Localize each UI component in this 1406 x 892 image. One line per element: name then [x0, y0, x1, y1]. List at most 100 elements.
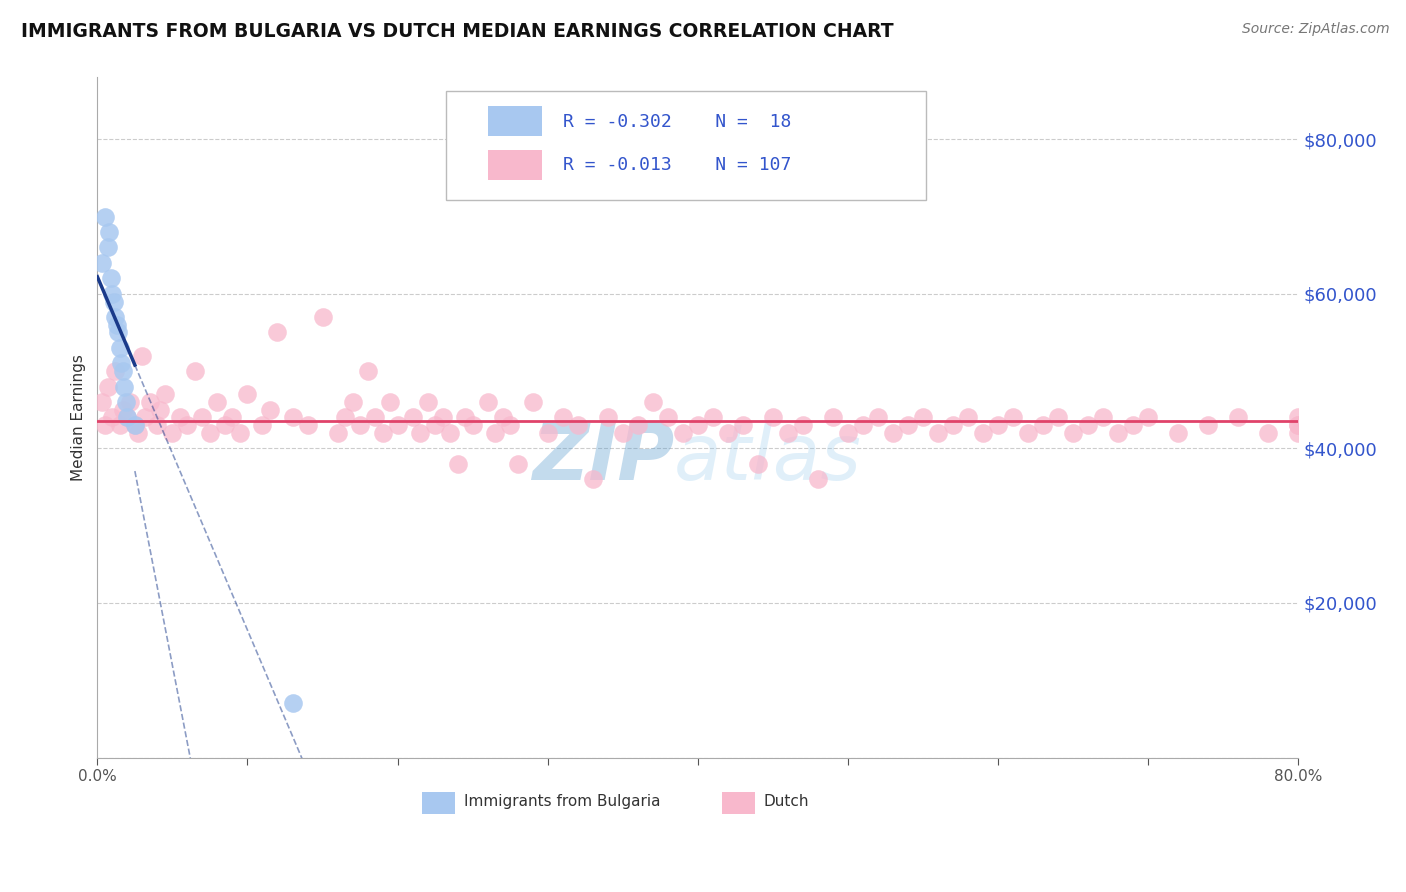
Point	[100, 271, 122, 285]
Point	[792, 418, 814, 433]
Point	[807, 472, 830, 486]
Point	[987, 418, 1010, 433]
Point	[911, 410, 934, 425]
Text: ZIP: ZIP	[531, 420, 673, 496]
Text: atlas: atlas	[673, 420, 862, 496]
Point	[1286, 418, 1309, 433]
Point	[259, 402, 281, 417]
Point	[146, 418, 169, 433]
Point	[236, 387, 259, 401]
Point	[229, 425, 252, 440]
Point	[972, 425, 994, 440]
Point	[567, 418, 589, 433]
Point	[762, 410, 785, 425]
Point	[837, 425, 859, 440]
FancyBboxPatch shape	[488, 150, 541, 180]
Point	[641, 395, 664, 409]
Point	[124, 418, 146, 433]
Point	[131, 349, 153, 363]
Point	[98, 225, 121, 239]
Point	[266, 326, 288, 340]
Point	[356, 364, 378, 378]
Point	[387, 418, 409, 433]
Point	[1062, 425, 1084, 440]
Point	[281, 697, 304, 711]
Point	[90, 256, 112, 270]
Point	[461, 418, 484, 433]
Point	[537, 425, 560, 440]
FancyBboxPatch shape	[422, 792, 456, 814]
Point	[747, 457, 769, 471]
Point	[104, 364, 127, 378]
Point	[1227, 410, 1250, 425]
Point	[111, 364, 134, 378]
Text: Dutch: Dutch	[763, 794, 810, 809]
Point	[416, 395, 439, 409]
Point	[446, 457, 468, 471]
Point	[423, 418, 446, 433]
Point	[1002, 410, 1025, 425]
Point	[105, 318, 128, 332]
Text: R = -0.013    N = 107: R = -0.013 N = 107	[564, 156, 792, 174]
Point	[115, 395, 138, 409]
Point	[1107, 425, 1129, 440]
Point	[184, 364, 207, 378]
Point	[111, 402, 134, 417]
Point	[371, 425, 394, 440]
Point	[117, 410, 139, 425]
Point	[882, 425, 904, 440]
Point	[108, 341, 131, 355]
Point	[127, 425, 149, 440]
Point	[484, 425, 506, 440]
Point	[657, 410, 679, 425]
Point	[454, 410, 477, 425]
Text: R = -0.302    N =  18: R = -0.302 N = 18	[564, 112, 792, 130]
Point	[702, 410, 724, 425]
Point	[596, 410, 619, 425]
Text: IMMIGRANTS FROM BULGARIA VS DUTCH MEDIAN EARNINGS CORRELATION CHART: IMMIGRANTS FROM BULGARIA VS DUTCH MEDIAN…	[21, 22, 894, 41]
Point	[686, 418, 709, 433]
Point	[120, 395, 142, 409]
Point	[612, 425, 634, 440]
Point	[432, 410, 454, 425]
Point	[198, 425, 221, 440]
Point	[551, 410, 574, 425]
Point	[1286, 410, 1309, 425]
Point	[176, 418, 198, 433]
Point	[364, 410, 387, 425]
Point	[866, 410, 889, 425]
Point	[1286, 418, 1309, 433]
Point	[110, 356, 132, 370]
Point	[112, 379, 135, 393]
Point	[409, 425, 432, 440]
Point	[1092, 410, 1115, 425]
Y-axis label: Median Earnings: Median Earnings	[72, 354, 86, 481]
Point	[1047, 410, 1070, 425]
Point	[1257, 425, 1279, 440]
Point	[101, 286, 124, 301]
Point	[139, 395, 162, 409]
Point	[1286, 425, 1309, 440]
Point	[582, 472, 605, 486]
Text: Source: ZipAtlas.com: Source: ZipAtlas.com	[1241, 22, 1389, 37]
Point	[297, 418, 319, 433]
Point	[311, 310, 333, 324]
Point	[191, 410, 214, 425]
Point	[499, 418, 522, 433]
Point	[506, 457, 529, 471]
Point	[342, 395, 364, 409]
Point	[169, 410, 191, 425]
Point	[897, 418, 920, 433]
Point	[957, 410, 980, 425]
Point	[97, 240, 120, 254]
Point	[252, 418, 274, 433]
Point	[731, 418, 754, 433]
Point	[97, 379, 120, 393]
Point	[1167, 425, 1189, 440]
Point	[717, 425, 740, 440]
Point	[492, 410, 515, 425]
Point	[104, 310, 127, 324]
Point	[401, 410, 423, 425]
FancyBboxPatch shape	[488, 106, 541, 136]
Point	[214, 418, 236, 433]
